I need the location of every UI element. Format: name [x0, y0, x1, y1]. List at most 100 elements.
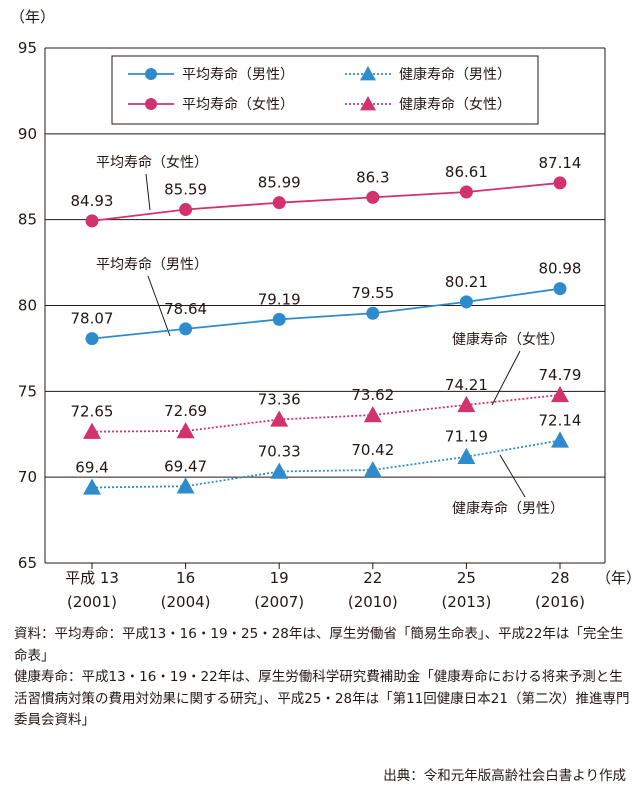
data-point	[459, 295, 473, 309]
data-point	[459, 185, 473, 199]
gridlines	[44, 47, 606, 564]
y-axis-unit: （年）	[10, 8, 55, 26]
data-point	[366, 306, 380, 320]
data-point	[551, 431, 569, 448]
x-tick-era: 平成 13	[65, 569, 119, 587]
annotation-leaders	[145, 173, 526, 498]
x-tick-labels: 平成 13 (2001) 16 (2004) 19 (2007) 22 (2010) 25 (20…	[65, 563, 585, 611]
data-point	[83, 478, 101, 495]
data-point	[176, 421, 195, 439]
data-label: 80.21	[445, 273, 488, 291]
series-markers	[83, 176, 569, 495]
data-label: 73.36	[258, 390, 301, 408]
data-label: 73.62	[351, 386, 394, 404]
annotation-leader	[499, 454, 526, 498]
data-label: 69.47	[164, 457, 207, 475]
data-point	[179, 203, 193, 217]
data-label: 86.61	[445, 163, 488, 181]
notes: 資料：平均寿命：平成13・16・19・25・28年は、厚生労働省「簡易生命表」、…	[14, 624, 632, 732]
annotation-label: 健康寿命（女性）	[452, 331, 564, 348]
data-label: 85.59	[164, 181, 207, 199]
series-lines	[91, 182, 561, 489]
y-tick-label: 85	[18, 211, 37, 229]
data-point	[363, 460, 382, 478]
x-tick-era: 16	[176, 569, 195, 587]
annotation-leader	[491, 350, 521, 406]
legend-label: 平均寿命（男性）	[182, 66, 294, 83]
legend-swatch-marker	[145, 68, 157, 80]
data-label: 85.99	[258, 174, 301, 192]
legend-box	[111, 55, 539, 125]
x-tick-era: 22	[363, 569, 382, 587]
data-point	[553, 282, 567, 296]
line-chart: （年） 65 70 75 80 85 90 95 平成 13 (2001) 16 (2004) 19…	[10, 8, 640, 611]
y-tick-label: 80	[18, 297, 37, 315]
x-tick-year: (2007)	[254, 593, 304, 611]
data-label: 78.07	[71, 310, 114, 328]
data-label: 72.14	[539, 411, 582, 429]
data-point	[83, 422, 101, 439]
annotations: 平均寿命（女性） 平均寿命（男性） 健康寿命（女性） 健康寿命（男性）	[96, 154, 564, 517]
data-label: 70.42	[351, 441, 394, 459]
data-label: 86.3	[356, 168, 389, 186]
data-point	[272, 312, 286, 326]
x-tick-era: 19	[270, 569, 289, 587]
annotation-leader	[145, 173, 151, 211]
data-label: 79.19	[258, 290, 301, 308]
data-point	[457, 447, 476, 464]
data-label: 87.14	[539, 154, 582, 172]
legend: 平均寿命（男性） 健康寿命（男性） 平均寿命（女性） 健康寿命（女性）	[111, 55, 539, 125]
data-labels: 78.07 78.64 79.19 79.55 80.21 80.98 69.4 69.47 7…	[71, 154, 582, 477]
x-tick-era: 25	[457, 569, 476, 587]
data-label: 72.65	[71, 403, 114, 421]
annotation-label: 平均寿命（男性）	[96, 256, 208, 273]
data-label: 80.98	[539, 260, 582, 278]
series-line	[91, 287, 561, 340]
legend-swatch-marker	[145, 98, 157, 110]
data-label: 79.55	[351, 284, 394, 302]
x-tick-year: (2013)	[441, 593, 491, 611]
annotation-label: 健康寿命（男性）	[452, 500, 564, 517]
series-line	[91, 439, 561, 489]
data-label: 74.21	[445, 376, 488, 394]
source-note: 出典：令和元年版高齢社会白書より作成	[383, 768, 626, 784]
data-point	[270, 410, 289, 427]
y-tick-label: 70	[18, 468, 37, 486]
data-label: 71.19	[445, 428, 488, 446]
series-line	[91, 394, 561, 433]
annotation-label: 平均寿命（女性）	[96, 154, 208, 171]
data-point	[179, 322, 193, 336]
data-label: 69.4	[75, 458, 108, 476]
data-point	[553, 176, 567, 190]
x-tick-year: (2016)	[535, 593, 585, 611]
y-tick-label: 95	[18, 39, 37, 57]
legend-swatch-marker	[360, 66, 376, 81]
data-point	[551, 385, 569, 403]
x-tick-year: (2001)	[67, 593, 117, 611]
legend-label: 健康寿命（女性）	[399, 96, 511, 113]
data-point	[85, 214, 99, 228]
series-line	[91, 182, 561, 222]
x-axis-unit: （年）	[596, 569, 640, 587]
legend-label: 平均寿命（女性）	[182, 96, 294, 113]
data-point	[363, 406, 382, 423]
data-point	[457, 395, 476, 413]
note-line-2: 健康寿命：平成13・16・19・22年は、厚生労働科学研究費補助金「健康寿命にお…	[14, 669, 630, 728]
annotation-leader	[147, 275, 171, 337]
data-label: 70.33	[258, 443, 301, 461]
legend-swatch-marker	[360, 96, 376, 111]
note-line-1: 資料：平均寿命：平成13・16・19・25・28年は、厚生労働省「簡易生命表」、…	[14, 626, 624, 664]
data-label: 74.79	[539, 366, 582, 384]
y-tick-labels: 65 70 75 80 85 90 95	[18, 39, 37, 572]
x-tick-year: (2004)	[161, 593, 211, 611]
y-tick-label: 75	[18, 382, 37, 400]
data-point	[270, 462, 289, 479]
data-point	[366, 190, 380, 204]
y-tick-label: 90	[18, 125, 37, 143]
x-tick-era: 28	[550, 569, 569, 587]
data-point	[272, 196, 286, 210]
data-label: 78.64	[164, 300, 207, 318]
legend-label: 健康寿命（男性）	[399, 66, 511, 83]
data-label: 72.69	[164, 402, 207, 420]
y-tick-label: 65	[18, 554, 37, 572]
